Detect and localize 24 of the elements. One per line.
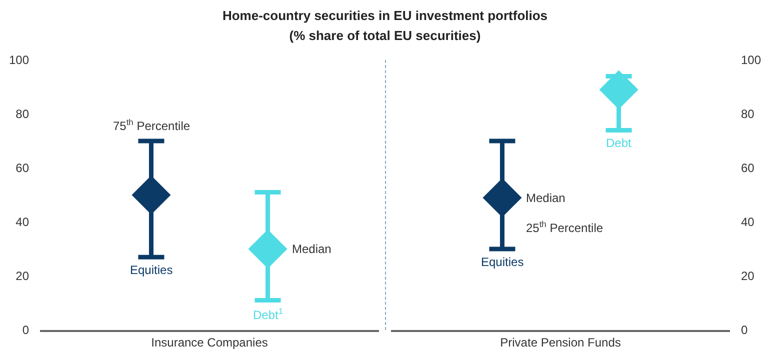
annotation: 75$^{th}$ Percentile bbox=[113, 117, 190, 134]
text: Equities bbox=[130, 263, 173, 277]
y-tick-label: 100 bbox=[741, 53, 762, 68]
y-tick-label: 80 bbox=[16, 107, 30, 122]
y-tick-label: 40 bbox=[741, 215, 755, 230]
y-tick-label: 0 bbox=[741, 323, 748, 338]
x-tick-label: Private Pension Funds bbox=[500, 335, 621, 350]
annotation: 25$^{th}$ Percentile bbox=[526, 219, 604, 236]
y-tick-label: 0 bbox=[22, 323, 30, 338]
y-tick-label: 60 bbox=[741, 161, 755, 176]
annotation: Median bbox=[526, 191, 566, 205]
y-tick-label: 40 bbox=[16, 215, 30, 230]
chart-subtitle: (% share of total EU securities) bbox=[288, 27, 482, 45]
x-tick-label: Insurance Companies bbox=[151, 335, 268, 350]
y-tick-label: 60 bbox=[16, 161, 30, 176]
text: Equities bbox=[481, 255, 524, 269]
y-tick-label: 100 bbox=[8, 53, 30, 68]
y-tick-label: 80 bbox=[741, 107, 755, 122]
chart-title: Home-country securities in EU investment portfolios bbox=[221, 7, 549, 25]
text: Debt bbox=[606, 136, 632, 150]
annotation: Median bbox=[292, 242, 332, 256]
y-tick-label: 20 bbox=[16, 269, 30, 284]
y-tick-label: 20 bbox=[741, 269, 755, 284]
text: Debt$^{1}$ bbox=[253, 306, 284, 322]
